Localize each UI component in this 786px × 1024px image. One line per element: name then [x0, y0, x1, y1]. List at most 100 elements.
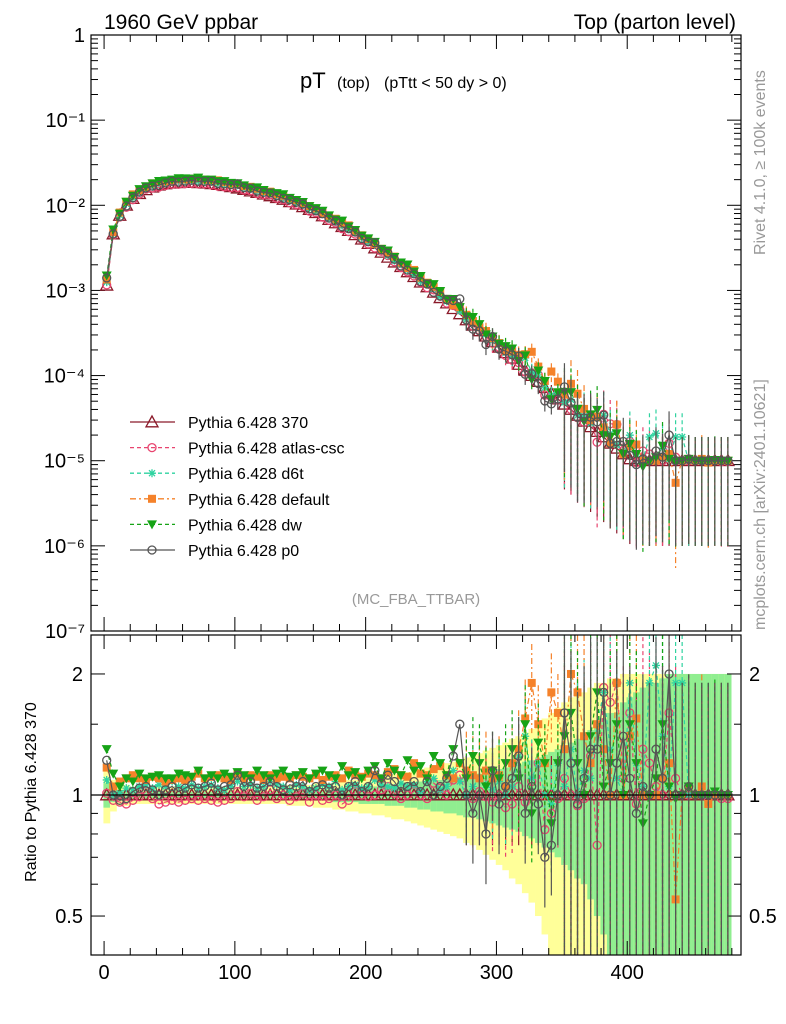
series-dw-ratio-point: [467, 752, 478, 762]
series-p0-point: [572, 412, 583, 423]
series-default-ratio-point: [553, 708, 562, 717]
series-d6t-ratio-point: [233, 777, 242, 786]
legend-marker-atlas: [147, 442, 157, 453]
series-p0-point: [664, 430, 674, 440]
series-p0-point: [370, 238, 380, 248]
series-p0-point: [200, 176, 210, 186]
series-dw-ratio-point: [271, 769, 282, 779]
plot-title-sub1: (top): [337, 75, 370, 92]
series-default-ratio-point: [521, 714, 530, 723]
series-p0-ratio-point: [383, 770, 393, 780]
series-default-ratio-point: [109, 782, 118, 791]
series-p0-ratio-point: [239, 781, 249, 792]
series-atlas-ratio-point: [180, 795, 190, 805]
series-dw-ratio-point: [199, 774, 210, 784]
series-atlas-ratio-point: [317, 795, 328, 805]
legend-marker-p0: [147, 545, 157, 555]
series-d6t-ratio-point: [298, 782, 307, 791]
series-p0-point: [638, 454, 648, 464]
legend-label-d6t: Pythia 6.428 d6t: [188, 466, 304, 483]
series-d6t-ratio-point: [213, 784, 222, 793]
series-d6t-ratio-point: [678, 678, 687, 687]
band-inner: [443, 778, 451, 814]
series-p0-ratio-point: [494, 799, 504, 809]
series-default-ratio-point: [416, 769, 425, 778]
series-p0-ratio-point: [631, 808, 642, 819]
series-p0-point: [448, 295, 458, 306]
series-p0-point: [559, 382, 570, 392]
series-default-ratio-point: [344, 766, 353, 775]
legend-marker-p370: [144, 414, 160, 428]
legend-label-dw: Pythia 6.428 dw: [188, 517, 302, 534]
series-p0-ratio-point: [258, 781, 269, 792]
series-p0-point: [141, 183, 151, 193]
series-p0-ratio-point: [265, 776, 275, 787]
ratio-y-tick-label: 0.5: [55, 906, 83, 928]
series-p0-point: [258, 187, 269, 198]
series-d6t-ratio-point: [141, 780, 150, 789]
series-default-ratio-point: [449, 774, 458, 783]
series-p0-point: [703, 456, 713, 466]
series-p0-point: [697, 456, 707, 466]
plot-title-sub2: (pTtt < 50 dy > 0): [384, 75, 507, 92]
series-d6t-ratio-point: [246, 780, 255, 789]
series-p0-ratio-point: [343, 781, 354, 792]
series-dw-ratio-point: [435, 759, 446, 769]
y-tick-label: 10⁻⁷: [45, 621, 85, 643]
series-d6t-ratio-point: [645, 678, 654, 687]
series-atlas-ratio-point: [363, 792, 373, 802]
series-p0-ratio-point: [468, 808, 478, 819]
ratio-ylabel: Ratio to Pythia 6.428 370: [23, 702, 40, 882]
series-p0-ratio-point: [376, 778, 386, 788]
y-tick-label: 10⁻⁴: [44, 366, 85, 388]
series-dw-point: [173, 174, 184, 184]
series-d6t-ratio-point: [390, 784, 399, 793]
series-dw-ratio-point: [330, 774, 341, 784]
series-dw-ratio-point: [304, 774, 315, 784]
series-p0-point: [592, 417, 602, 427]
series-p0-point: [350, 227, 360, 237]
series-d6t-ratio-point: [325, 782, 334, 791]
series-dw-ratio-point: [147, 772, 158, 782]
series-d6t-point: [547, 391, 556, 400]
series-p0-point: [154, 180, 164, 190]
series-dw-point: [160, 176, 171, 186]
main-plot-series: [99, 173, 736, 568]
series-dw-ratio-point: [297, 768, 308, 778]
series-p0-point: [716, 456, 727, 466]
series-p0-point: [507, 350, 517, 360]
series-p0-point: [337, 222, 347, 232]
series-dw-ratio-point: [121, 774, 132, 784]
series-dw-ratio-point: [441, 771, 452, 781]
series-p0-ratio-line: [106, 673, 728, 860]
series-p0-ratio-point: [193, 783, 203, 793]
series-dw-ratio-point: [337, 762, 348, 772]
series-p0-ratio-point: [559, 708, 570, 718]
series-p0-ratio-point: [455, 719, 465, 729]
series-p0-point: [206, 176, 216, 186]
series-p0-ratio-point: [520, 808, 530, 819]
series-dw-ratio-point: [206, 771, 217, 781]
series-p0-point: [128, 193, 138, 203]
series-p0-point: [644, 456, 655, 466]
series-d6t-ratio-point: [442, 782, 451, 791]
series-p0-point: [193, 176, 203, 186]
legend-marker-default: [148, 494, 156, 503]
series-p0-point: [409, 269, 419, 279]
series-dw-ratio-point: [389, 766, 400, 776]
series-dw-ratio-point: [186, 772, 197, 782]
series-default-ratio-point: [115, 777, 124, 786]
legend-label-p370: Pythia 6.428 370: [188, 415, 308, 432]
series-p0-point: [520, 369, 530, 379]
series-p0-point: [108, 229, 118, 239]
series-p0-ratio-point: [566, 758, 576, 768]
series-p0-point: [514, 351, 524, 361]
plot-frames: [90, 34, 742, 956]
series-dw-ratio-point: [108, 769, 119, 779]
series-p0-ratio-point: [684, 781, 694, 792]
series-p0-ratio-point: [226, 780, 236, 790]
series-p0-ratio-point: [167, 781, 177, 792]
ratio-y-tick-label-right: 1: [749, 785, 760, 807]
series-p0-ratio-point: [278, 785, 288, 795]
series-default-ratio-point: [534, 720, 543, 729]
